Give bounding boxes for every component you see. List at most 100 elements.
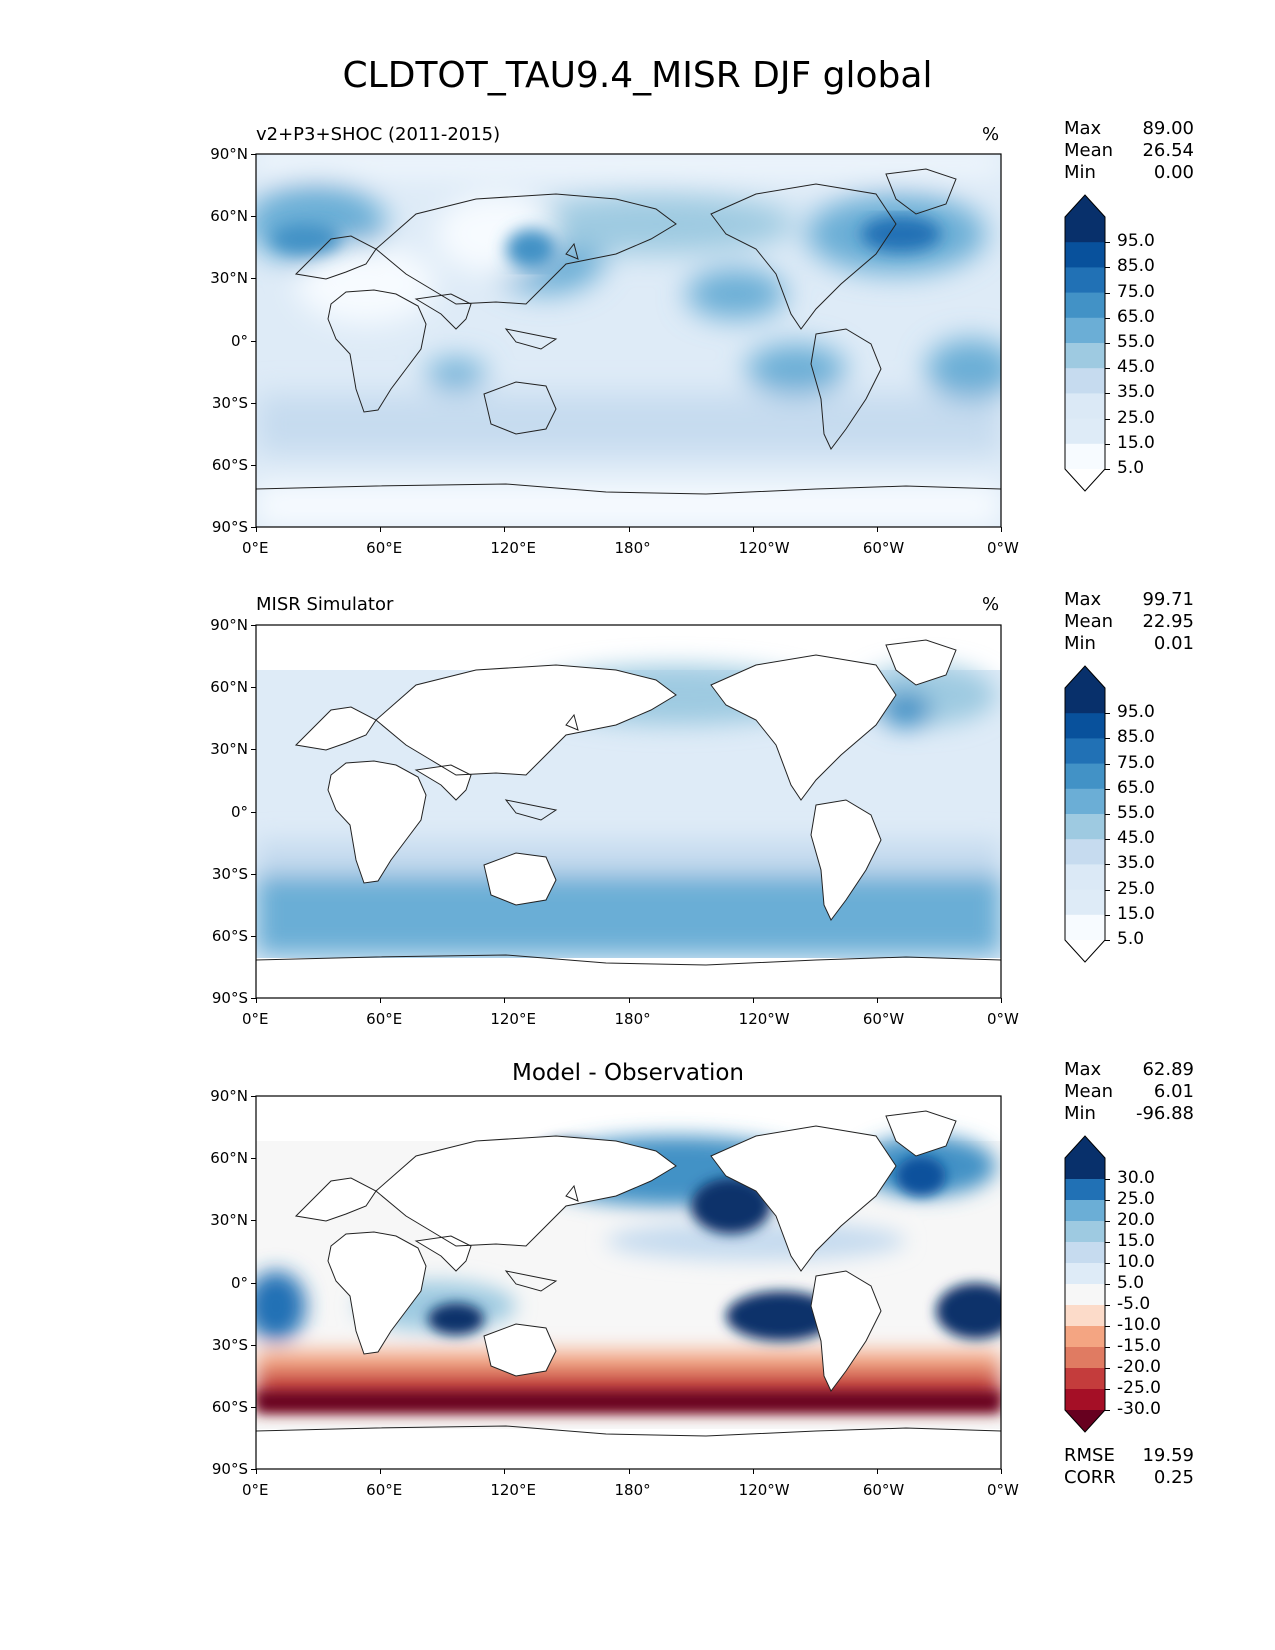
colorbar-segment [1065,242,1105,268]
panel1-lon-tick: 0°W [987,539,1019,557]
coastline [483,1323,557,1377]
colorbar-segment [1065,1179,1105,1201]
panel3-field-natl-core [896,1156,946,1196]
colorbar-tick-label: 75.0 [1117,752,1155,773]
panel1-title: v2+P3+SHOC (2011-2015) [256,124,501,145]
panel3-lat-tick: 60°S [211,1397,248,1416]
panel2-coastlines [256,639,1001,966]
panel1-lat-tick: 90°N [210,145,248,163]
colorbar-segment [1065,688,1105,714]
colorbar-tick-label: 20.0 [1117,1210,1155,1230]
panel2-lon-tick: 60°W [862,1010,905,1028]
panel1-field-ne-pacific [686,269,786,319]
panel2-field-nw-atlantic-core [881,692,931,728]
panel2-lon-tick: 0°W [987,1010,1019,1028]
panel3-corr: CORR 0.25 [1064,1467,1194,1488]
coastline [375,664,677,776]
panel3-lon-tick: 60°E [366,1481,403,1499]
land-mask [711,655,896,800]
colorbar-segment [1065,1410,1105,1432]
land-mask [416,1236,471,1271]
panel1-field-southern-belt [256,394,1001,454]
panel1-lat-tick: 0° [230,331,248,350]
land-mask [711,1126,896,1271]
panel2-stat-max: Max 99.71 [1064,589,1194,610]
panel3-lat-tick: 90°S [211,1460,248,1478]
panel2-lon-tick: 0°E [242,1010,269,1028]
panel1-field-indian-ocean [426,359,486,389]
panel1-lon-tick: 180° [614,539,651,557]
panel3-lat-tick: 60°N [210,1149,248,1168]
coastline [565,1184,579,1202]
panel2-field-southern-belt [256,870,1001,955]
panel1-colorbar [1064,194,1106,492]
panel2-lon-tick: 120°W [738,1010,790,1028]
land-mask [376,1136,676,1246]
colorbar-segment [1065,292,1105,319]
colorbar-tick-label: 45.0 [1117,828,1155,849]
colorbar-tick-label: 35.0 [1117,853,1155,874]
colorbar-tick-label: 15.0 [1117,432,1155,453]
panel3-title: Model - Observation [511,1060,745,1086]
coastline [885,639,957,686]
colorbar-segment [1065,343,1105,369]
panel1-map [255,153,1002,528]
panel3-lon-tick: 60°W [862,1481,905,1499]
panel3-lon-tick: 120°W [738,1481,790,1499]
panel3-lat-tick: 90°N [210,1087,248,1105]
coastline [483,381,557,435]
land-mask-antarctica [256,1429,1001,1469]
land-mask-antarctica [256,958,1001,998]
colorbar-segment [1065,195,1105,217]
colorbar-tick-label: 15.0 [1117,903,1155,924]
panel3-stat-mean: Mean 6.01 [1064,1081,1194,1102]
panel2-lon-tick: 120°E [490,1010,536,1028]
figure-title: CLDTOT_TAU9.4_MISR DJF global [342,55,933,96]
panel2-map [255,624,1002,999]
land-mask [811,1271,881,1391]
coastline [375,1135,677,1247]
colorbar-segment [1065,418,1105,445]
colorbar-segment [1065,469,1105,491]
panel3-field-sa-core [936,1283,1001,1339]
coastline [414,764,472,801]
panel1-field-antarctic [256,484,1001,527]
colorbar-tick-label: 5.0 [1117,458,1145,478]
colorbar-segment [1065,738,1105,765]
coastline [810,799,882,921]
panel1-stat-min: Min 0.00 [1064,162,1194,183]
colorbar-segment [1065,1136,1105,1158]
colorbar-segment [1065,443,1105,470]
panel2-stat-min: Min 0.01 [1064,633,1194,654]
panel3-colorbar [1064,1135,1106,1433]
colorbar-tick-label: -25.0 [1117,1378,1161,1398]
panel3-lon-tick: 180° [614,1481,651,1499]
colorbar-segment [1065,839,1105,865]
panel2-stat-mean: Mean 22.95 [1064,611,1194,632]
colorbar-tick-label: 95.0 [1117,702,1155,723]
panel2-lat-tick: 90°N [210,616,248,634]
coastline [810,1270,882,1392]
land-mask [416,765,471,800]
colorbar-segment [1065,1389,1105,1411]
land-mask [484,1324,556,1376]
colorbar-tick-label: 95.0 [1117,231,1155,252]
panel3-lat-tick: 30°S [211,1335,248,1354]
colorbar-segment [1065,1200,1105,1222]
panel1-field-se-atlantic [926,339,1001,399]
land-mask [376,665,676,775]
coastline [565,713,579,731]
colorbar-segment [1065,1158,1105,1180]
panel3-map [255,1095,1002,1470]
land-mask [811,800,881,920]
coastline [327,289,427,413]
colorbar-tick-label: 15.0 [1117,1231,1155,1251]
panel1-lon-tick: 60°W [862,539,905,557]
colorbar-segment [1065,1305,1105,1327]
coastline [483,852,557,906]
land-mask [328,1232,426,1354]
colorbar-tick-label: 5.0 [1117,1273,1145,1293]
panel1-lon-tick: 120°E [490,539,536,557]
colorbar-tick-label: 65.0 [1117,306,1155,327]
panel1-lat-tick: 30°S [211,393,248,412]
